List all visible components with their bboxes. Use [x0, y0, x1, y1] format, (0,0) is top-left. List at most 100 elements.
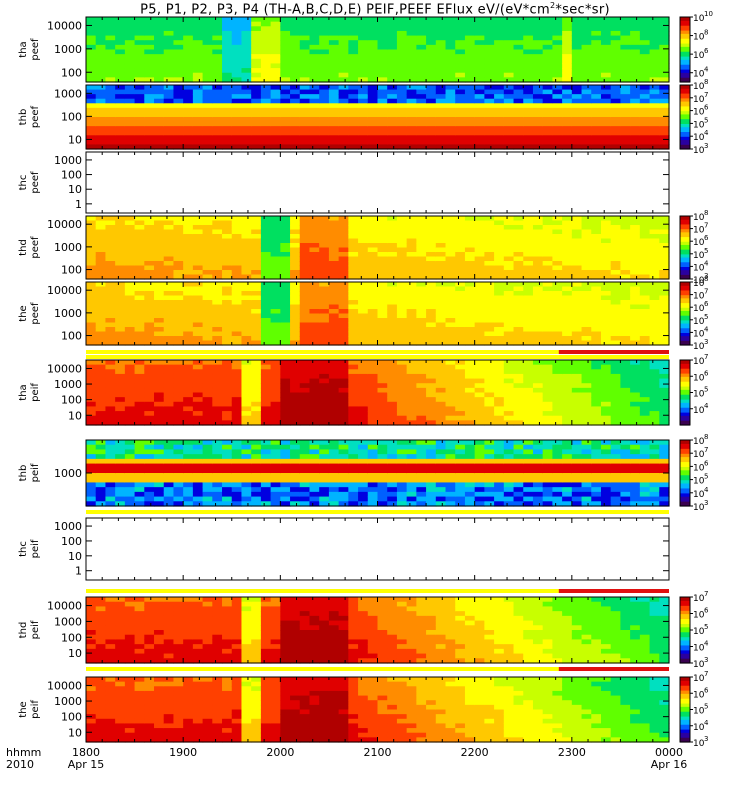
- panel-label-probe: thd: [18, 239, 29, 256]
- colorbar-tick-exponent: 4: [704, 129, 709, 137]
- colorbar-tick-exponent: 3: [704, 272, 708, 280]
- colorbar-tick-exponent: 3: [704, 142, 708, 150]
- colorbar-tick-exponent: 3: [704, 656, 708, 664]
- panel-frame: [85, 151, 670, 214]
- title-text: P5, P1, P2, P3, P4 (TH-A,B,C,D,E) PEIF,P…: [140, 2, 550, 18]
- y-tick-label: 1000: [54, 615, 82, 628]
- colorbar-tick-exponent: 3: [704, 338, 708, 346]
- colorbar-tick-exponent: 4: [704, 66, 709, 74]
- y-tick-label: 10: [68, 550, 82, 563]
- colorbar-tick-exponent: 3: [704, 735, 708, 743]
- colorbar-frame: [679, 439, 691, 507]
- quality-flag-red: [558, 350, 669, 354]
- panel-label-product: peef: [30, 236, 41, 259]
- colorbar-tick-exponent: 4: [704, 486, 709, 494]
- y-tick-label: 1000: [54, 154, 82, 167]
- colorbar-tick-label: 10: [693, 450, 705, 460]
- colorbar-tick-label: 10: [693, 477, 705, 487]
- colorbar-tick-label: 10: [693, 660, 705, 670]
- panel-label-product: peef: [30, 171, 41, 194]
- colorbar-tick-label: 10: [693, 437, 705, 447]
- colorbar-frame: [679, 16, 691, 83]
- colorbar-frame: [679, 84, 691, 150]
- colorbar-tick-exponent: 5: [704, 703, 708, 711]
- colorbar-tick-label: 10: [693, 120, 705, 130]
- colorbar-tick-label: 10: [693, 251, 705, 261]
- colorbar-tick-label: 10: [693, 263, 705, 273]
- panel-label-probe: tha: [18, 41, 29, 57]
- colorbar-tick-label: 10: [693, 463, 705, 473]
- colorbar-tick-exponent: 8: [704, 29, 708, 37]
- colorbar-tick-label: 10: [693, 406, 705, 416]
- colorbar-tick-label: 10: [693, 292, 705, 302]
- colorbar-tick-label: 10: [693, 690, 705, 700]
- colorbar-tick-exponent: 6: [704, 104, 709, 112]
- colorbar-tick-exponent: 4: [704, 402, 709, 410]
- quality-flag-yellow: [86, 667, 669, 671]
- y-tick-label: 100: [61, 711, 82, 724]
- colorbar-tick-label: 10: [693, 329, 705, 339]
- y-tick-label: 1000: [54, 241, 82, 254]
- colorbar-tick-label: 10: [693, 51, 705, 61]
- colorbar-tick-label: 10: [693, 611, 705, 621]
- y-tick-label: 100: [61, 169, 82, 182]
- colorbar-tick-label: 10: [693, 238, 705, 248]
- panel-thc-peif: 1 10 100 1000 thc peif: [18, 517, 670, 593]
- quality-flag-red: [558, 667, 669, 671]
- panel-label-probe: thb: [18, 465, 29, 482]
- colorbar-tick-label: 10: [693, 490, 705, 500]
- panel-label-product: peef: [30, 302, 41, 325]
- colorbar-tick-label: 10: [693, 627, 705, 637]
- colorbar-tick-label: 10: [693, 276, 705, 286]
- colorbar-tick-exponent: 4: [704, 719, 709, 727]
- quality-flag-bar: [86, 350, 669, 354]
- colorbar-tick-label: 10: [693, 317, 705, 327]
- y-tick-label: 1000: [54, 43, 82, 56]
- colorbar-tick-exponent: 7: [704, 590, 708, 598]
- panel-label-product: peef: [30, 38, 41, 61]
- panel-label-product: peif: [30, 620, 41, 639]
- colorbar-tick-label: 10: [693, 739, 705, 749]
- colorbar-tick-exponent: 7: [704, 288, 708, 296]
- y-tick-label: 10: [68, 133, 82, 146]
- y-tick-label: 10: [68, 409, 82, 422]
- title-tail: *sec*sr): [555, 2, 610, 18]
- colorbar-tick-label: 10: [693, 390, 705, 400]
- quality-flag-yellow: [86, 355, 669, 359]
- colorbar-frame: [679, 215, 691, 280]
- y-tick-label: 100: [61, 394, 82, 407]
- colorbar-tick-exponent: 5: [704, 386, 708, 394]
- colorbar-tick-label: 10: [693, 213, 705, 223]
- figure-title: P5, P1, P2, P3, P4 (TH-A,B,C,D,E) PEIF,P…: [0, 1, 750, 17]
- colorbar-tick-exponent: 6: [704, 369, 709, 377]
- colorbar-tick-label: 10: [693, 82, 705, 92]
- colorbar-tick-exponent: 8: [704, 433, 708, 441]
- quality-flag-bar: [86, 510, 669, 514]
- date-end-label: Apr 16: [651, 758, 688, 771]
- colorbar-tick-exponent: 7: [704, 446, 708, 454]
- panel-label-probe: thc: [18, 541, 29, 557]
- colorbar-tick-exponent: 6: [704, 47, 709, 55]
- y-tick-label: 100: [61, 330, 82, 343]
- colorbar-tick-label: 10: [693, 146, 705, 156]
- colorbar-tick-exponent: 4: [704, 640, 709, 648]
- panel-label-product: peef: [30, 105, 41, 128]
- colorbar-tick-exponent: 5: [704, 473, 708, 481]
- y-tick-label: 1: [75, 565, 82, 578]
- colorbar-tick-exponent: 6: [704, 459, 709, 467]
- y-tick-label: 10000: [47, 284, 82, 297]
- colorbar-tick-exponent: 6: [704, 300, 709, 308]
- colorbar-tick-exponent: 6: [704, 234, 709, 242]
- y-tick-label: 100: [61, 631, 82, 644]
- colorbar-tick-exponent: 4: [704, 325, 709, 333]
- y-tick-label: 10: [68, 647, 82, 660]
